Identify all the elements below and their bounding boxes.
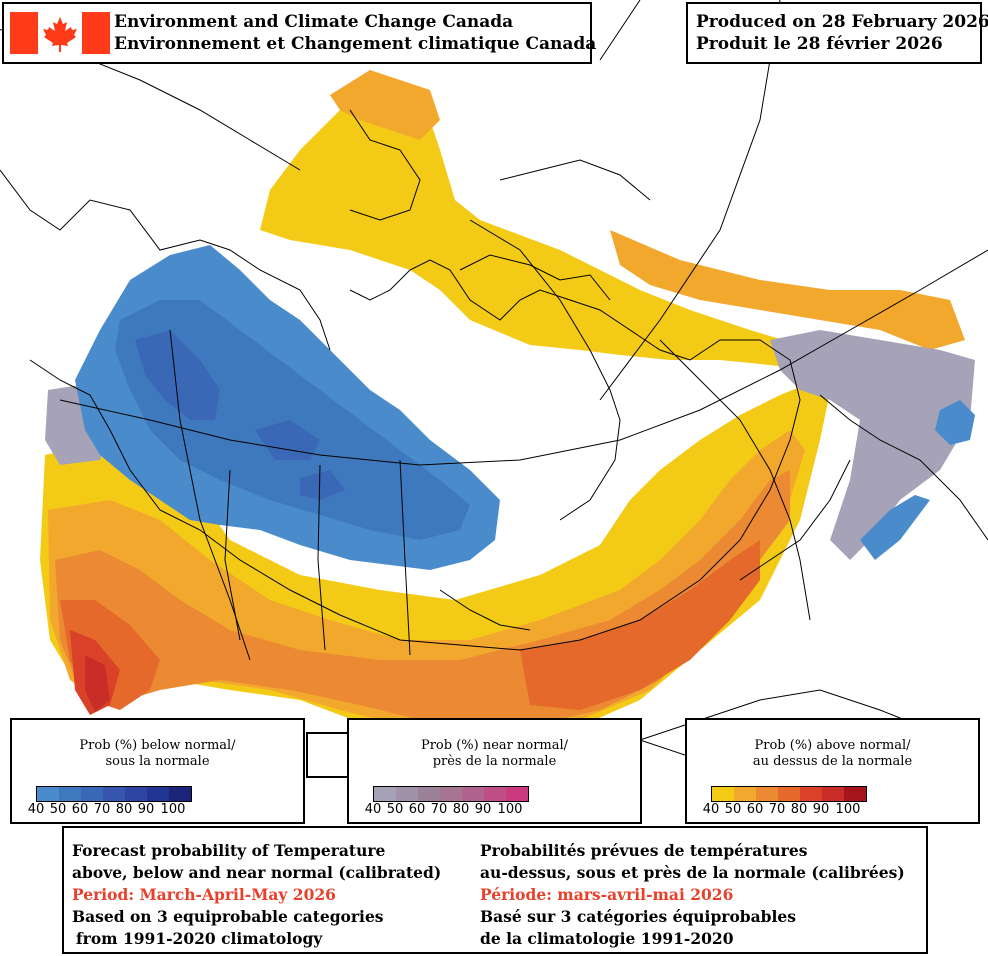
legend-near-title-en: Prob (%) near normal/ — [420, 738, 569, 753]
caption-en-line5: from 1991-2020 climatology — [76, 929, 323, 948]
legend-swatch — [484, 787, 506, 801]
legend-swatch — [147, 787, 169, 801]
legend-swatch — [800, 787, 822, 801]
agency-header: Environment and Climate Change Canada En… — [2, 2, 596, 64]
caption-en-line4: Based on 3 equiprobable categories — [72, 907, 384, 926]
legend-tick: 100 — [497, 802, 523, 817]
legend-tick: 50 — [49, 802, 67, 817]
legend-swatch — [169, 787, 191, 801]
legend-swatch — [37, 787, 59, 801]
legend-swatch — [440, 787, 462, 801]
caption-fr-period: Période: mars-avril-mai 2026 — [480, 885, 734, 904]
legend-tick: 80 — [790, 802, 808, 817]
legend-near-normal: Prob (%) near normal/ près de la normale… — [347, 718, 642, 824]
below-normal-50-region — [115, 300, 470, 540]
caption-en-line1: Forecast probability of Temperature — [72, 841, 386, 860]
legend-tick: 80 — [452, 802, 470, 817]
agency-name-en: Environment and Climate Change Canada — [114, 12, 514, 32]
produced-date-en: Produced on 28 February 2026 — [696, 12, 988, 32]
caption-fr-line4: Basé sur 3 catégories équiprobables — [480, 907, 796, 926]
legend-swatch — [81, 787, 103, 801]
legend-swatch — [734, 787, 756, 801]
legend-tick: 40 — [364, 802, 382, 817]
below-normal-60-region — [135, 330, 345, 500]
agency-name-fr: Environnement et Changement climatique C… — [114, 34, 597, 54]
caption-en-line2: above, below and near normal (calibrated… — [72, 863, 442, 882]
caption-fr-line2: au-dessus, sous et près de la normale (c… — [480, 863, 905, 882]
legend-tick: 90 — [137, 802, 155, 817]
legend-tick: 50 — [386, 802, 404, 817]
legend-swatch — [462, 787, 484, 801]
legend-above-title-en: Prob (%) above normal/ — [754, 738, 911, 753]
produced-date-fr: Produit le 28 février 2026 — [696, 34, 943, 54]
legend-swatch — [506, 787, 528, 801]
legend-tick: 90 — [812, 802, 830, 817]
legend-below-swatches — [36, 786, 192, 802]
legend-tick: 80 — [115, 802, 133, 817]
caption-french: Probabilités prévues de températures au-… — [480, 840, 905, 950]
caption-fr-line1: Probabilités prévues de températures — [480, 841, 808, 860]
legend-tick: 70 — [93, 802, 111, 817]
forecast-caption: Forecast probability of Temperature abov… — [62, 826, 928, 954]
legend-tick: 90 — [474, 802, 492, 817]
legend-tick: 100 — [160, 802, 186, 817]
above-normal-90-region-south — [85, 655, 110, 712]
legend-tick: 70 — [768, 802, 786, 817]
legend-tick: 60 — [408, 802, 426, 817]
canada-flag-icon — [10, 12, 110, 54]
legend-above-normal: Prob (%) above normal/ au dessus de la n… — [685, 718, 980, 824]
below-normal-40-region-east-nfld — [860, 400, 975, 560]
legend-swatch — [103, 787, 125, 801]
legend-tick: 70 — [430, 802, 448, 817]
legend-swatch — [712, 787, 734, 801]
legend-swatch — [822, 787, 844, 801]
legend-below-normal: Prob (%) below normal/ sous la normale 4… — [10, 718, 305, 824]
legend-below-title-en: Prob (%) below normal/ — [79, 738, 236, 753]
legend-swatch — [125, 787, 147, 801]
legend-tick: 40 — [702, 802, 720, 817]
above-normal-50-region-north — [330, 70, 965, 350]
legend-swatch — [418, 787, 440, 801]
legend-tick: 60 — [746, 802, 764, 817]
legend-swatch — [59, 787, 81, 801]
legend-above-title-fr: au dessus de la normale — [752, 754, 913, 769]
legend-tick: 100 — [835, 802, 861, 817]
produced-date-box: Produced on 28 February 2026 Produit le … — [686, 2, 988, 64]
above-normal-70-region-south — [60, 540, 760, 710]
legend-spacer-box — [306, 732, 350, 778]
near-normal-40-region-east — [770, 330, 975, 560]
legend-swatch — [756, 787, 778, 801]
legend-tick: 50 — [724, 802, 742, 817]
legend-tick: 40 — [27, 802, 45, 817]
above-normal-40-region-north — [260, 75, 965, 395]
caption-en-period: Period: March-April-May 2026 — [72, 885, 336, 904]
legend-below-title-fr: sous la normale — [105, 754, 210, 769]
legend-above-swatches — [711, 786, 867, 802]
legend-swatch — [396, 787, 418, 801]
caption-english: Forecast probability of Temperature abov… — [72, 840, 441, 950]
caption-fr-line5: de la climatologie 1991-2020 — [480, 929, 734, 948]
legend-swatch — [374, 787, 396, 801]
legend-swatch — [844, 787, 866, 801]
legend-near-swatches — [373, 786, 529, 802]
legend-swatch — [778, 787, 800, 801]
legend-tick: 60 — [71, 802, 89, 817]
legend-near-title-fr: près de la normale — [432, 754, 557, 769]
